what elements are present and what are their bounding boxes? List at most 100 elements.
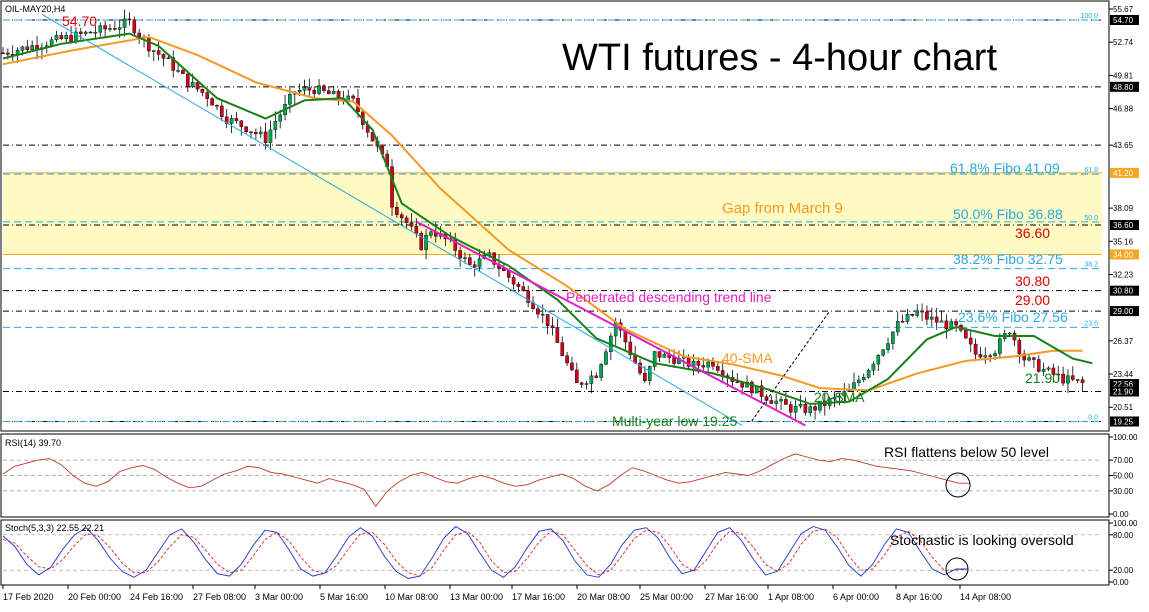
candle-body (895, 320, 900, 333)
candle-body (127, 18, 132, 21)
candle-body (210, 98, 214, 106)
sma-layer (2, 32, 1093, 405)
candle-body (871, 363, 876, 371)
candle-body (49, 39, 54, 47)
candle-body (268, 129, 273, 143)
fibo-level-tag: 38.2 (1084, 262, 1098, 269)
candle-body (857, 379, 861, 383)
candle-body (307, 87, 312, 91)
candle-body (720, 370, 725, 376)
candle-body (30, 45, 34, 51)
candle-body (837, 395, 842, 398)
price-highlight-box (1110, 379, 1139, 390)
candle-body (1036, 359, 1041, 372)
candle-body (506, 270, 511, 278)
candle-body (861, 377, 866, 381)
candle-body (83, 31, 88, 34)
candle-body (234, 118, 239, 122)
rsi-highlight-circle (945, 472, 971, 498)
candle-body (793, 405, 798, 413)
candle-body (1046, 367, 1051, 370)
candle-body (25, 46, 30, 51)
candle-body (779, 399, 783, 402)
candle-body (195, 82, 200, 90)
candle-body (424, 234, 428, 250)
candle-body (1061, 373, 1065, 384)
candle-body (716, 366, 720, 371)
time-axis-layer: 17 Feb 2020 20 Feb 00:00 24 Feb 16:00 27 Fe… (2, 585, 1011, 602)
price-tick-label: 26.37 (1113, 337, 1134, 346)
candle-body (759, 385, 764, 397)
candle-body (900, 320, 905, 323)
candle-body (176, 70, 180, 72)
candle-body (978, 354, 983, 358)
price-tick-label: 32.23 (1113, 270, 1134, 279)
price-tick-label: 52.74 (1113, 38, 1134, 47)
candle-body (302, 87, 307, 91)
candle-body (973, 343, 978, 355)
level-3660-annotation: 36.60 (1015, 225, 1050, 241)
time-tick-label: 1 Apr 08:00 (768, 592, 814, 602)
price-highlight-label: 48.80 (1113, 83, 1134, 92)
candle-body (147, 37, 151, 52)
candle-body (866, 370, 871, 378)
candle-body (798, 404, 803, 407)
candle-body (944, 320, 949, 329)
candle-body (98, 25, 103, 33)
candle-body (278, 114, 282, 122)
candle-body (1071, 375, 1075, 380)
price-tick-label: 49.81 (1113, 71, 1134, 80)
stoch-panel-frame (0, 519, 1110, 586)
sma40-annotation: 40-SMA (722, 350, 773, 366)
candle-body (540, 313, 545, 316)
price-tick-label: 46.88 (1113, 105, 1134, 114)
candle-body (404, 217, 409, 224)
candle-body (79, 31, 83, 34)
candle-body (93, 32, 98, 34)
candle-body (594, 375, 599, 378)
time-tick-label: 17 Mar 16:00 (512, 592, 565, 602)
fibo-level-tag: 100.0 (1080, 13, 1098, 20)
rsi-tick-label: 30.00 (1113, 487, 1134, 496)
candle-body (113, 28, 117, 30)
price-highlight-label: 30.80 (1113, 287, 1134, 296)
candle-body (190, 82, 195, 87)
candle-body (181, 70, 185, 75)
candle-body (769, 400, 774, 404)
candle-body (1051, 367, 1056, 375)
stoch-tick-label: 20.00 (1113, 566, 1134, 575)
stoch-tick-label: 80.00 (1113, 531, 1134, 540)
candle-body (419, 233, 424, 250)
candle-body (589, 375, 594, 384)
candle-body (891, 331, 895, 344)
rsi-note: RSI flattens below 50 level (884, 444, 1049, 460)
candle-body (939, 320, 944, 323)
candle-body (993, 353, 997, 356)
candle-body (1056, 373, 1061, 376)
candle-body (395, 207, 399, 215)
time-tick-label: 20 Feb 00:00 (68, 592, 121, 602)
candle-body (934, 316, 939, 323)
candle-body (954, 321, 958, 326)
candle-body (735, 381, 740, 383)
price-tick-label: 35.16 (1113, 237, 1134, 246)
price-highlight-label: 54.70 (1113, 16, 1134, 25)
level-3080-annotation: 30.80 (1015, 273, 1050, 289)
rsi-tick-label: 0.00 (1113, 510, 1129, 519)
candle-body (472, 264, 477, 268)
rsi-label: RSI(14) 39.70 (5, 438, 61, 448)
fibo50-annotation: 50.0% Fibo 36.88 (953, 206, 1063, 222)
candle-body (526, 290, 530, 303)
candle-body (1032, 357, 1036, 360)
time-tick-label: 27 Feb 08:00 (193, 592, 246, 602)
fibo382-annotation: 38.2% Fibo 32.75 (953, 251, 1063, 267)
time-tick-label: 25 Mar 00:00 (640, 592, 693, 602)
gap-annotation: Gap from March 9 (722, 200, 843, 217)
price-highlight-box (1110, 285, 1139, 296)
time-tick-label: 3 Mar 00:00 (255, 592, 303, 602)
candle-body (555, 327, 560, 343)
candle-body (322, 85, 326, 91)
candle-body (215, 105, 219, 107)
candle-body (161, 54, 166, 59)
trendline-annotation: Penetrated descending trend line (566, 289, 772, 305)
